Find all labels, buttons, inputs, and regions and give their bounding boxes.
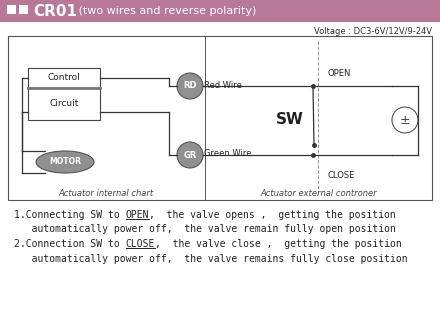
Text: Voltage : DC3-6V/12V/9-24V: Voltage : DC3-6V/12V/9-24V	[314, 26, 432, 36]
Text: 1.Connecting SW to: 1.Connecting SW to	[14, 210, 126, 220]
Bar	[8, 36, 432, 200]
Text: SW: SW	[276, 113, 304, 128]
Bar	[19, 5, 28, 14]
Text: Actuator external controner: Actuator external controner	[260, 189, 377, 197]
Circle shape	[392, 107, 418, 133]
Text: Red Wire: Red Wire	[204, 80, 242, 89]
Text: RD: RD	[183, 81, 197, 91]
Text: 2.Connection SW to: 2.Connection SW to	[14, 239, 126, 249]
Circle shape	[177, 73, 203, 99]
Bar	[7, 5, 16, 14]
Text: OPEN: OPEN	[328, 70, 352, 79]
Ellipse shape	[36, 151, 94, 173]
Text: Actuator internal chart: Actuator internal chart	[59, 189, 154, 197]
Text: Circuit: Circuit	[49, 99, 79, 108]
Bar	[28, 68, 100, 120]
Text: CLOSE: CLOSE	[126, 239, 155, 249]
Bar	[0, 0, 440, 22]
Text: (two wires and reverse polarity): (two wires and reverse polarity)	[75, 6, 257, 16]
Text: CR01: CR01	[33, 3, 77, 18]
Text: ,  the valve close ,  getting the position: , the valve close , getting the position	[155, 239, 402, 249]
Text: GR: GR	[183, 150, 197, 160]
Text: Green Wire: Green Wire	[204, 149, 252, 158]
Circle shape	[177, 142, 203, 168]
Text: Control: Control	[48, 73, 81, 82]
Text: ±: ±	[400, 114, 411, 127]
Text: ,  the valve opens ,  getting the position: , the valve opens , getting the position	[149, 210, 396, 220]
Text: automatically power off,  the valve remains fully close position: automatically power off, the valve remai…	[14, 253, 407, 264]
Text: CLOSE: CLOSE	[328, 170, 356, 179]
Text: automatically power off,  the valve remain fully open position: automatically power off, the valve remai…	[14, 225, 396, 234]
Text: MOTOR: MOTOR	[49, 157, 81, 167]
Text: OPEN: OPEN	[126, 210, 149, 220]
